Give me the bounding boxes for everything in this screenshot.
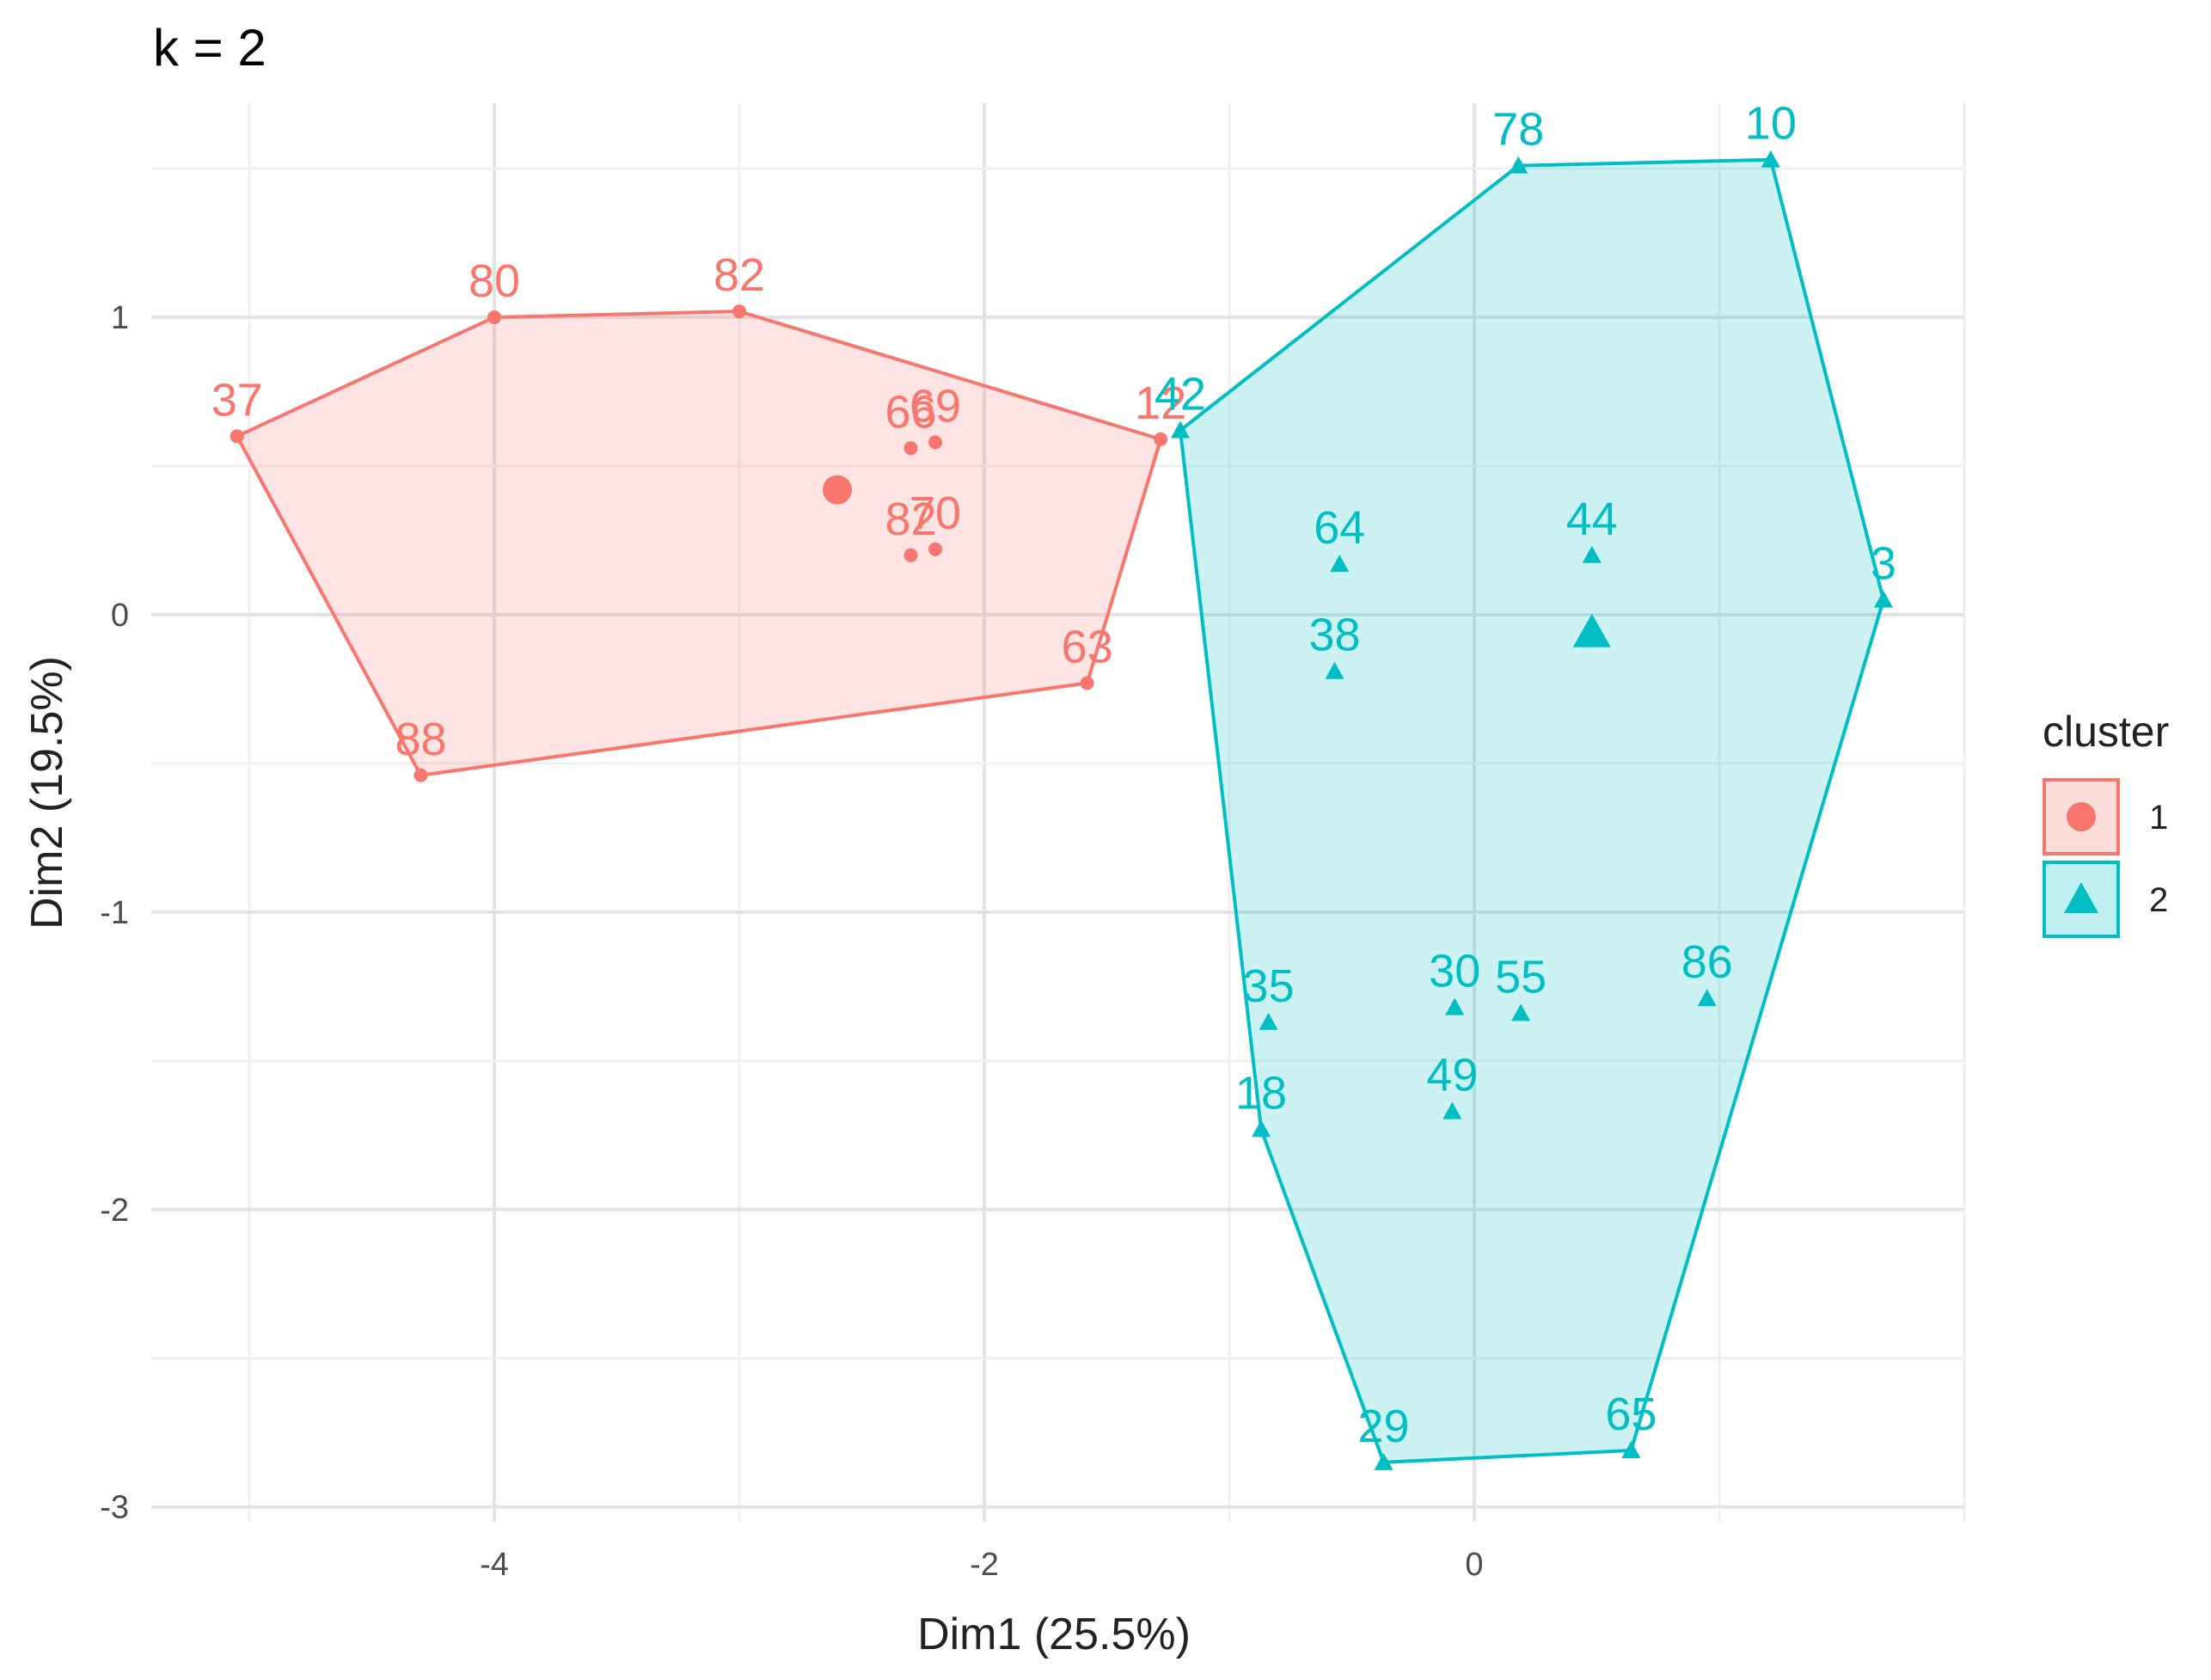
point-label: 63 [1062, 622, 1113, 673]
data-point [1445, 997, 1465, 1015]
point-label: 44 [1566, 494, 1618, 545]
axis-ticks: -4 -2 0 -3 -2 -1 0 1 [100, 300, 1483, 1583]
data-point [1259, 1012, 1278, 1030]
point-label: 42 [1154, 369, 1206, 420]
data-point [1252, 1119, 1271, 1137]
cluster-hull [1179, 157, 1885, 1464]
data-point [1442, 1101, 1462, 1119]
point-label: 64 [1314, 502, 1365, 554]
cluster-hull [235, 310, 1163, 777]
point-label: 29 [1358, 1401, 1410, 1452]
data-point [903, 441, 918, 456]
point-label: 88 [395, 714, 446, 765]
point-label: 80 [469, 255, 520, 307]
point-label: 18 [1235, 1067, 1287, 1119]
grid [151, 103, 1966, 1522]
legend: cluster 1 2 [2043, 708, 2169, 938]
data-point [732, 304, 746, 319]
data-point [1621, 1440, 1641, 1458]
data-point [1080, 676, 1094, 690]
data-points [230, 150, 1893, 1470]
data-point [1582, 545, 1602, 563]
legend-label-1: 1 [2149, 799, 2168, 837]
point-label: 78 [1492, 104, 1544, 156]
y-tick-label: 1 [111, 300, 129, 336]
data-point [1171, 420, 1190, 438]
data-point [487, 310, 501, 325]
data-point [230, 429, 244, 444]
point-label: 65 [1605, 1389, 1657, 1440]
cluster-centroid [1572, 613, 1611, 647]
data-point [1330, 555, 1350, 573]
point-label: 69 [910, 380, 961, 432]
point-label: 12 [1135, 377, 1186, 429]
legend-triangle-icon [2064, 882, 2098, 913]
data-point [1511, 1003, 1531, 1021]
data-point [1325, 661, 1344, 679]
data-point [1761, 150, 1780, 168]
data-point [413, 768, 428, 782]
x-tick-label: -4 [480, 1547, 509, 1583]
y-axis-title: Dim2 (19.5%) [22, 656, 72, 929]
data-point [1509, 156, 1528, 174]
point-label: 49 [1426, 1050, 1478, 1101]
data-point [1154, 432, 1168, 446]
cluster-centroid [823, 475, 852, 505]
point-label: 66 [885, 386, 936, 438]
chart-title: k = 2 [153, 19, 266, 77]
point-label: 30 [1429, 946, 1480, 997]
point-label: 82 [714, 249, 765, 301]
data-point [928, 435, 942, 450]
data-point [1374, 1452, 1393, 1470]
legend-label-2: 2 [2149, 881, 2168, 919]
y-tick-label: 0 [111, 598, 129, 634]
point-label: 55 [1495, 951, 1546, 1002]
cluster-hulls [235, 157, 1885, 1464]
x-tick-label: 0 [1465, 1547, 1483, 1583]
data-point [903, 548, 918, 562]
x-axis-title: Dim1 (25.5%) [917, 1609, 1191, 1659]
x-tick-label: -2 [970, 1547, 999, 1583]
data-point [1697, 989, 1717, 1007]
data-point [928, 542, 942, 556]
point-label: 82 [885, 494, 936, 545]
point-label: 35 [1243, 960, 1295, 1012]
y-tick-label: -3 [100, 1490, 129, 1526]
point-label: 10 [1745, 98, 1797, 150]
legend-title: cluster [2043, 708, 2169, 756]
y-tick-label: -1 [100, 895, 129, 931]
point-label: 38 [1309, 610, 1361, 661]
point-label: 70 [910, 487, 961, 539]
y-tick-label: -2 [100, 1193, 129, 1229]
legend-circle-icon [2067, 802, 2096, 831]
data-point [1873, 590, 1893, 608]
point-label: 86 [1681, 936, 1733, 988]
point-label: 3 [1871, 538, 1896, 590]
point-label: 37 [211, 374, 263, 426]
